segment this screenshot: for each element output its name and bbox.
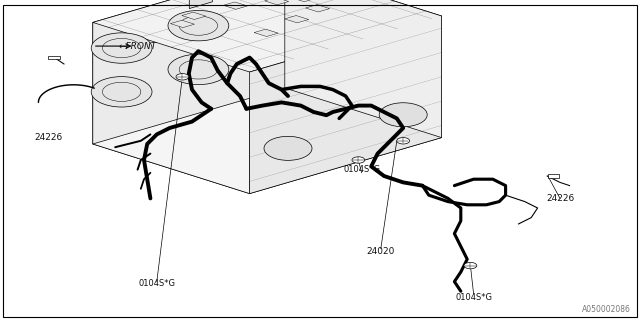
Polygon shape — [170, 20, 195, 28]
Polygon shape — [285, 16, 308, 23]
Polygon shape — [306, 5, 330, 12]
Ellipse shape — [379, 103, 428, 127]
Polygon shape — [250, 16, 442, 194]
Ellipse shape — [91, 76, 152, 107]
Polygon shape — [93, 88, 442, 194]
Polygon shape — [265, 0, 289, 5]
Polygon shape — [93, 0, 442, 72]
Text: 24020: 24020 — [367, 247, 395, 256]
Bar — [548, 174, 559, 178]
Text: A050002086: A050002086 — [582, 305, 630, 314]
Polygon shape — [93, 0, 285, 144]
Circle shape — [397, 138, 410, 144]
Polygon shape — [254, 29, 278, 36]
Text: 0104S*G: 0104S*G — [343, 165, 380, 174]
Polygon shape — [182, 12, 206, 20]
Ellipse shape — [91, 33, 152, 63]
Text: 24226: 24226 — [34, 133, 62, 142]
Polygon shape — [189, 0, 212, 9]
Polygon shape — [292, 0, 316, 2]
Text: 0104S*G: 0104S*G — [455, 293, 492, 302]
Circle shape — [176, 74, 189, 80]
Polygon shape — [285, 0, 442, 138]
Text: 24226: 24226 — [546, 194, 574, 203]
Ellipse shape — [168, 11, 229, 41]
Polygon shape — [223, 2, 248, 9]
Ellipse shape — [264, 136, 312, 160]
Circle shape — [464, 262, 477, 269]
Text: 0104S*G: 0104S*G — [138, 279, 175, 288]
Circle shape — [352, 157, 365, 163]
Polygon shape — [93, 22, 250, 194]
Text: ←FRONT: ←FRONT — [118, 42, 157, 51]
Ellipse shape — [168, 54, 229, 84]
Bar — [48, 56, 60, 59]
